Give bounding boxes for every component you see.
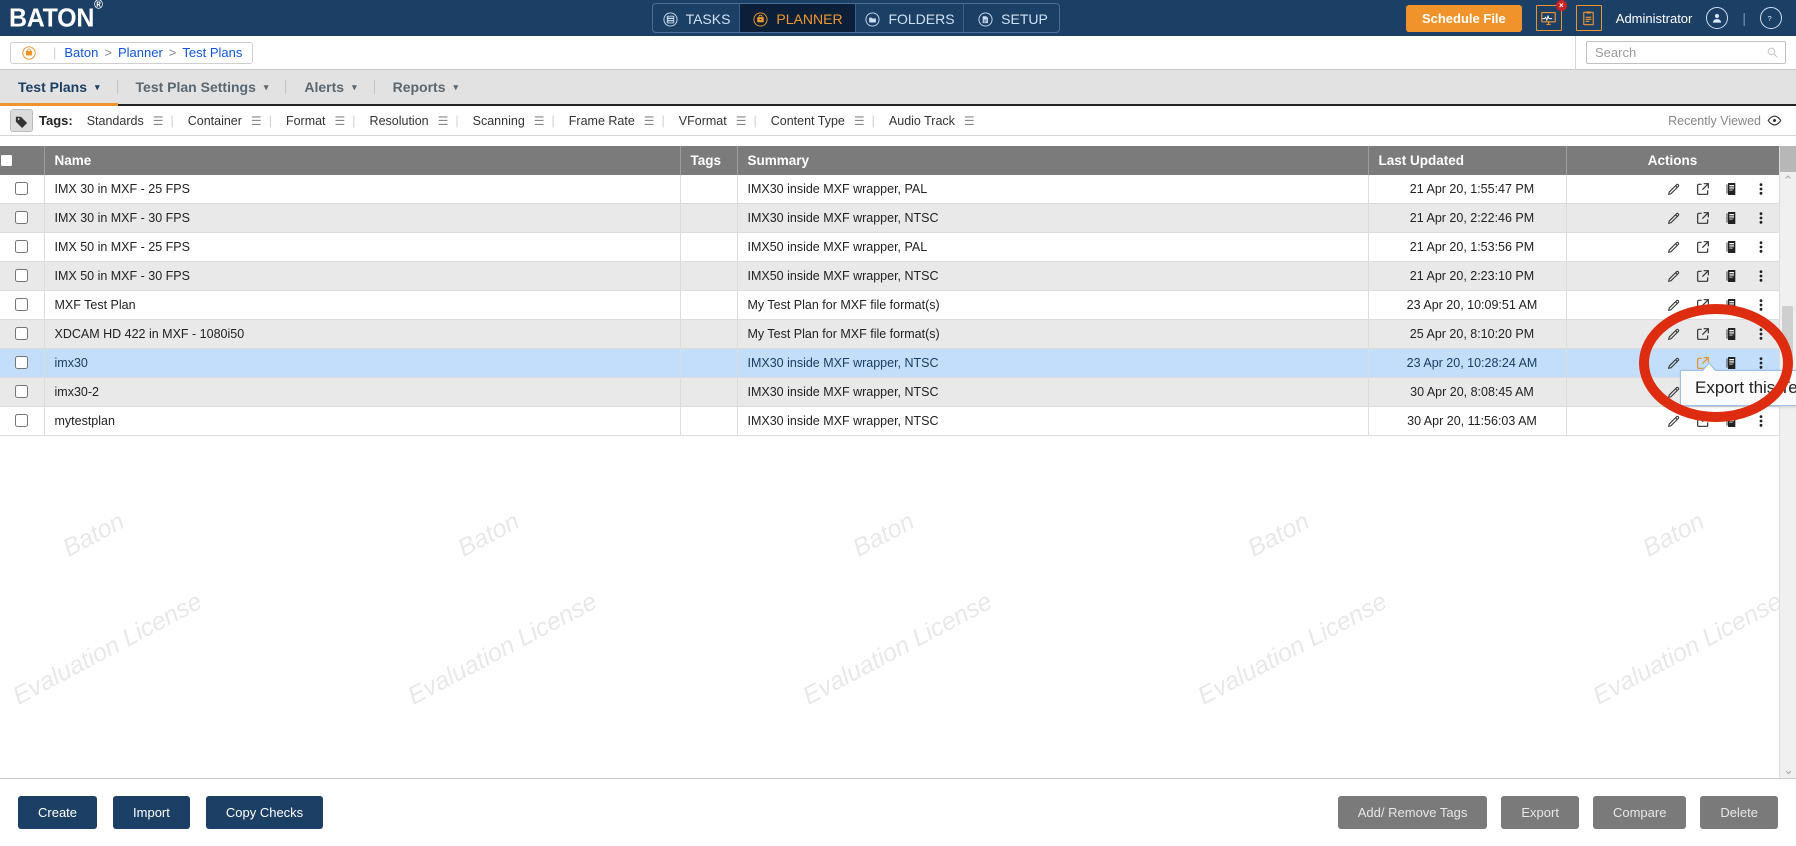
svg-text:?: ? — [1768, 14, 1772, 23]
